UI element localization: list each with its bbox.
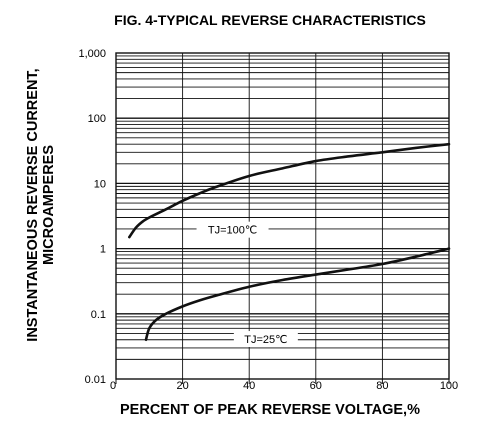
- x-tick-label: 100: [440, 380, 458, 392]
- x-tick-label: 80: [376, 380, 388, 392]
- plot-frame: [115, 52, 450, 380]
- curve-label-text: TJ=100℃: [208, 225, 257, 237]
- y-axis-title-line-1: INSTANTANEOUS REVERSE CURRENT,: [25, 68, 41, 341]
- curve-labels: TJ=100℃ TJ=25℃: [196, 221, 298, 348]
- y-tick-label: 1,000: [78, 48, 106, 60]
- x-tick-label: 60: [310, 380, 322, 392]
- y-tick-label: 1: [100, 244, 106, 256]
- y-tick-label: 10: [94, 178, 106, 190]
- y-tick-label: 0.1: [91, 309, 106, 321]
- y-tick-label: 0.01: [85, 374, 106, 386]
- x-tick-label: 20: [176, 380, 188, 392]
- y-axis-title-line-2: MICROAMPERES: [41, 145, 57, 265]
- curve-label-1: TJ=25℃: [233, 331, 298, 348]
- series-line-1: [144, 247, 451, 342]
- series-line-0: [128, 142, 451, 239]
- y-axis: 0.01 0.1 1 10 100 1,000: [78, 48, 106, 386]
- curve-label-0: TJ=100℃: [196, 221, 269, 238]
- curve-label-text: TJ=25℃: [244, 334, 287, 346]
- curve-label-box: [233, 331, 298, 348]
- y-axis-title: INSTANTANEOUS REVERSE CURRENT, MICROAMPE…: [25, 68, 57, 341]
- grid: [116, 53, 449, 379]
- x-tick-label: 0: [110, 380, 116, 392]
- x-axis: 0 20 40 60 80 100: [110, 379, 458, 392]
- y-tick-label: 100: [88, 113, 106, 125]
- x-axis-title: PERCENT OF PEAK REVERSE VOLTAGE,%: [120, 402, 420, 418]
- chart-title: FIG. 4-TYPICAL REVERSE CHARACTERISTICS: [114, 12, 426, 28]
- x-tick-label: 40: [243, 380, 255, 392]
- curves: [128, 142, 451, 342]
- curve-label-box: [196, 221, 269, 238]
